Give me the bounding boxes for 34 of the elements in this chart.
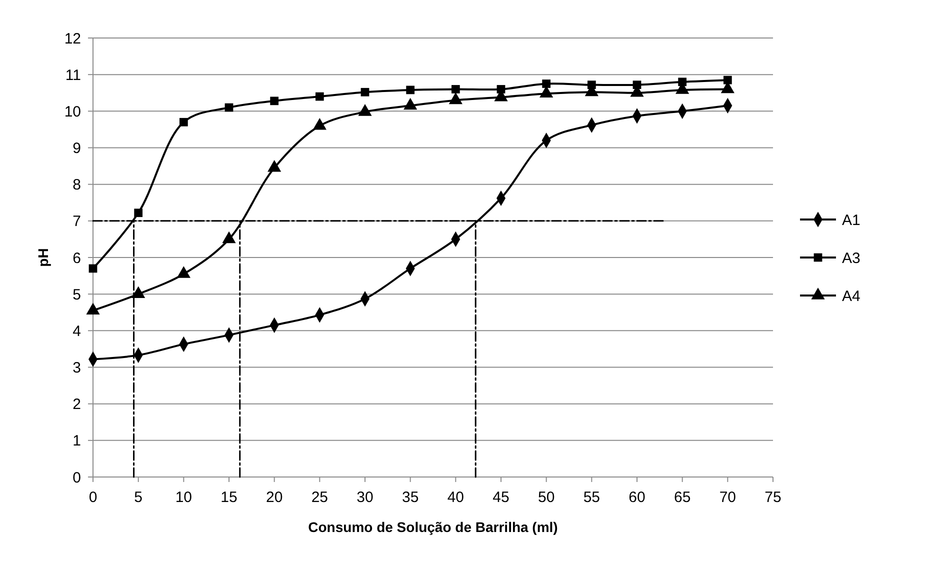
y-tick-label: 7	[72, 213, 81, 230]
legend-label: A1	[842, 212, 860, 229]
x-tick-label: 75	[764, 489, 782, 506]
x-tick-label: 0	[88, 489, 98, 506]
x-tick-label: 10	[175, 489, 192, 506]
x-axis-title: Consumo de Solução de Barrilha (ml)	[308, 519, 558, 535]
x-tick-label: 30	[356, 489, 374, 506]
y-tick-label: 9	[72, 140, 81, 157]
x-tick-label: 5	[134, 489, 143, 506]
legend-label: A3	[842, 250, 860, 267]
x-tick-label: 70	[719, 489, 736, 506]
y-tick-label: 2	[72, 396, 81, 414]
y-tick-label: 12	[64, 30, 81, 48]
y-tick-label: 6	[72, 250, 81, 267]
x-tick-label: 25	[311, 489, 328, 506]
x-tick-label: 60	[628, 489, 646, 506]
x-tick-label: 40	[447, 489, 464, 506]
y-tick-label: 11	[65, 66, 81, 84]
y-tick-label: 3	[72, 360, 81, 376]
y-tick-label: 8	[72, 176, 81, 194]
x-tick-label: 35	[402, 489, 419, 506]
x-tick-label: 65	[674, 489, 691, 506]
y-tick-label: 10	[64, 103, 81, 120]
y-tick-label: 5	[72, 286, 81, 304]
y-tick-label: 4	[72, 322, 81, 340]
y-tick-label: 0	[72, 469, 81, 486]
y-axis-title: pH	[35, 248, 51, 267]
x-tick-label: 55	[583, 489, 600, 506]
x-tick-label: 15	[220, 489, 238, 506]
x-tick-label: 45	[492, 489, 510, 506]
x-tick-label: 50	[538, 489, 555, 506]
x-tick-label: 20	[266, 489, 283, 506]
y-tick-label: 1	[72, 432, 81, 450]
legend-label: A4	[842, 288, 860, 305]
